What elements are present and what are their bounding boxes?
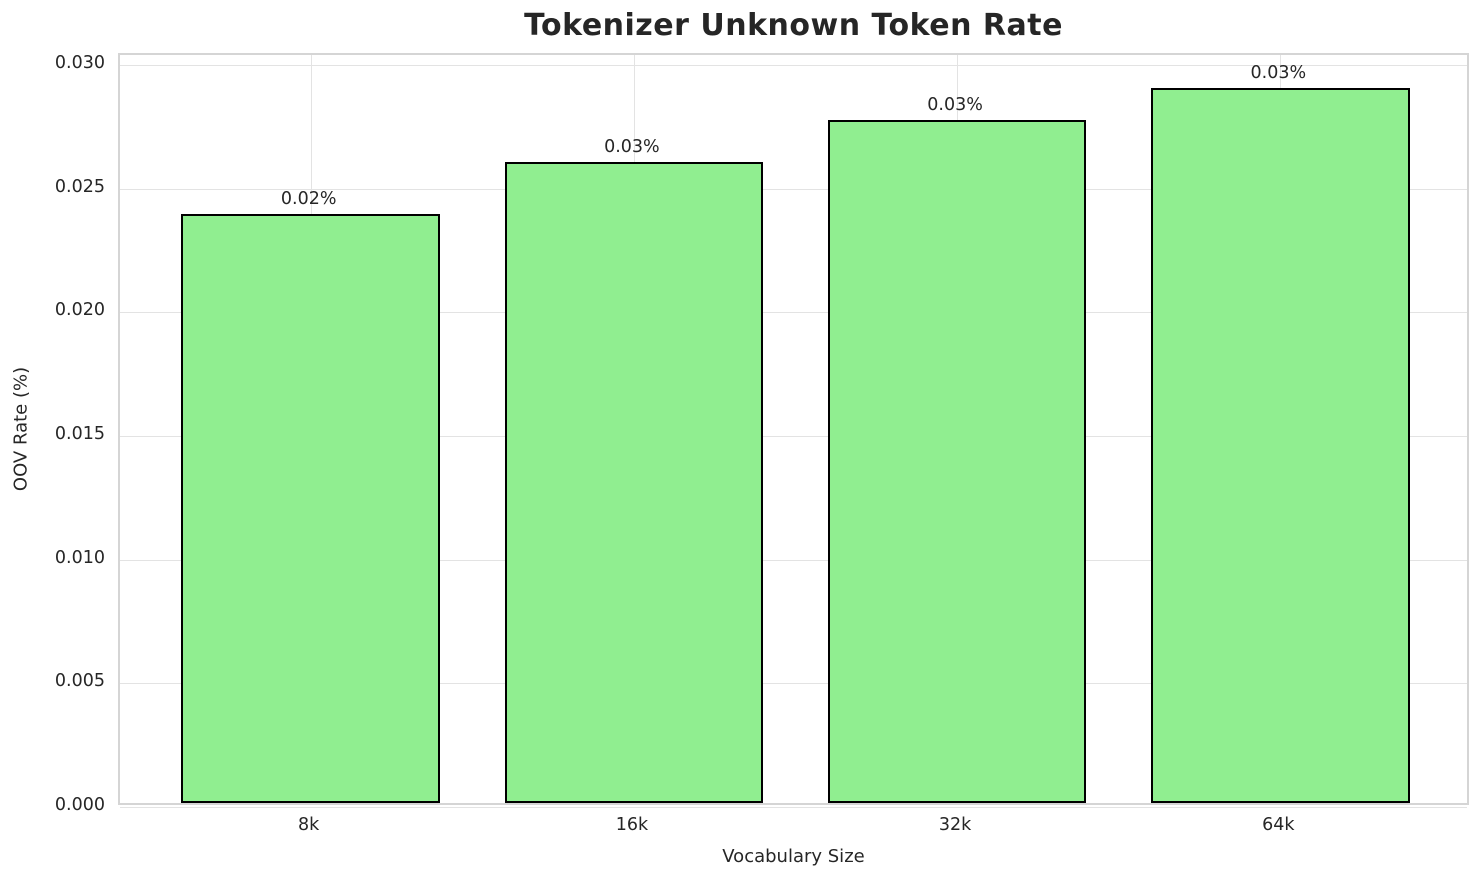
x-tick-label: 8k	[298, 815, 320, 835]
x-tick-label: 16k	[615, 815, 649, 835]
gridline-h	[120, 64, 1467, 66]
gridline-h	[120, 807, 1467, 808]
y-tick-label: 0.000	[54, 795, 105, 815]
y-tick-label: 0.015	[54, 423, 105, 444]
y-tick-label: 0.030	[54, 52, 105, 73]
bar-value-label: 0.03%	[1250, 63, 1307, 84]
y-tick-label: 0.010	[54, 547, 105, 568]
bar-16k	[504, 162, 764, 803]
bar-value-label: 0.03%	[604, 137, 660, 158]
gridline-h	[120, 312, 1467, 314]
bar-8k	[181, 214, 440, 803]
x-tick-label: 64k	[1262, 815, 1295, 835]
x-tick-label: 32k	[938, 815, 972, 835]
bar-value-label: 0.03%	[927, 95, 983, 116]
gridline-h	[120, 435, 1467, 437]
bar-value-label: 0.02%	[280, 189, 337, 210]
gridline-h	[120, 683, 1467, 685]
gridline-h	[120, 559, 1467, 561]
plot-area	[118, 53, 1469, 808]
x-axis-label: Vocabulary Size	[722, 846, 865, 867]
gridline-h	[120, 188, 1467, 190]
y-tick-label: 0.025	[54, 176, 105, 197]
chart-title: Tokenizer Unknown Token Rate	[524, 8, 1063, 43]
y-tick-label: 0.020	[54, 300, 105, 321]
bar-64k	[1151, 88, 1410, 803]
y-tick-label: 0.005	[54, 671, 105, 692]
bar-32k	[827, 120, 1087, 803]
